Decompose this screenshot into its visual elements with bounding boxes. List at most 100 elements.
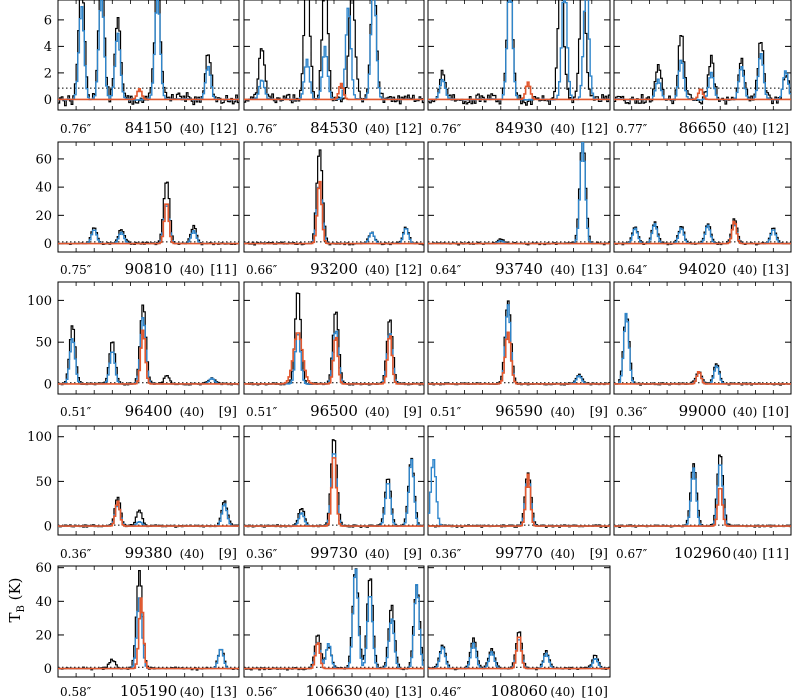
frequency-label: 99770: [495, 544, 543, 562]
observed-spectrum: [58, 181, 239, 246]
panel-frame: [427, 141, 611, 253]
count-label: [9]: [590, 547, 608, 562]
width-label: (40): [550, 547, 575, 561]
model-species-spectrum: [58, 329, 239, 385]
spectrum-panel-102960: [613, 425, 792, 536]
resolution-label: 0.77″: [616, 122, 648, 136]
observed-spectrum: [428, 472, 610, 528]
observed-spectrum: [58, 569, 239, 671]
y-axis-label: TB (K): [6, 577, 27, 622]
model-species-spectrum: [58, 597, 239, 670]
y-tick-label: 40: [35, 181, 52, 196]
spectrum-panel-86650: [613, 0, 792, 111]
spectrum-panel-106630: [243, 565, 425, 678]
model-total-spectrum: [58, 316, 239, 385]
count-label: [9]: [219, 547, 237, 562]
frequency-label: 108060: [490, 682, 547, 699]
panel-frame: [427, 565, 611, 678]
model-species-spectrum: [614, 88, 791, 101]
model-species-spectrum: [58, 88, 239, 101]
observed-spectrum: [244, 149, 424, 246]
width-label: (40): [180, 405, 205, 419]
count-label: [12]: [395, 263, 422, 278]
frequency-label: 93200: [310, 260, 358, 278]
frequency-label: 102960: [674, 544, 731, 562]
panel-frame: [243, 425, 425, 536]
resolution-label: 0.36″: [60, 547, 92, 561]
resolution-label: 0.76″: [430, 122, 462, 136]
model-species-spectrum: [614, 487, 791, 527]
y-tick-label: 0: [44, 377, 52, 392]
width-label: (40): [365, 685, 390, 699]
resolution-label: 0.76″: [60, 122, 92, 136]
spectrum-panel-96400: [57, 281, 240, 395]
model-total-spectrum: [428, 639, 610, 670]
model-species-spectrum: [244, 180, 424, 245]
spectrum-panel-99730: [243, 425, 425, 536]
observed-spectrum: [58, 496, 239, 528]
frequency-label: 99380: [125, 544, 173, 562]
observed-spectrum: [614, 313, 791, 386]
observed-spectrum: [614, 454, 791, 528]
y-tick-label: 40: [35, 595, 52, 610]
observed-spectrum: [244, 439, 424, 528]
spectrum-panel-96500: [243, 281, 425, 395]
y-tick-label: 60: [35, 152, 52, 167]
y-tick-label: 0: [44, 662, 52, 677]
resolution-label: 0.36″: [616, 405, 648, 419]
resolution-label: 0.46″: [430, 685, 462, 699]
resolution-label: 0.75″: [60, 263, 92, 277]
panel-frame: [243, 0, 425, 111]
observed-spectrum: [428, 300, 610, 386]
y-tick-label: 50: [35, 336, 52, 351]
model-species-spectrum: [58, 500, 239, 527]
model-species-spectrum: [58, 203, 239, 245]
y-tick-label: 50: [35, 475, 52, 490]
frequency-label: 96400: [125, 402, 173, 420]
y-tick-label: 4: [44, 40, 52, 55]
panel-frame: [243, 565, 425, 678]
count-label: [13]: [581, 263, 608, 278]
frequency-label: 105190: [120, 682, 177, 699]
frequency-label: 106630: [305, 682, 362, 699]
observed-spectrum: [58, 0, 239, 107]
y-tick-label: 20: [35, 209, 52, 224]
model-total-spectrum: [428, 458, 610, 527]
frequency-label: 93740: [495, 260, 543, 278]
spectrum-panel-93740: [427, 141, 611, 253]
count-label: [11]: [762, 547, 789, 562]
panel-frame: [57, 141, 240, 253]
model-species-spectrum: [244, 457, 424, 527]
spectrum-panel-84530: [243, 0, 425, 111]
model-species-spectrum: [428, 81, 610, 101]
frequency-label: 86650: [679, 119, 727, 137]
resolution-label: 0.56″: [246, 685, 278, 699]
width-label: (40): [733, 122, 758, 136]
resolution-label: 0.58″: [60, 685, 92, 699]
model-total-spectrum: [614, 464, 791, 527]
frequency-label: 84930: [495, 119, 543, 137]
panel-frame: [57, 425, 240, 536]
width-label: (40): [365, 263, 390, 277]
resolution-label: 0.64″: [616, 263, 648, 277]
model-total-spectrum: [244, 181, 424, 245]
frequency-label: 96500: [310, 402, 358, 420]
observed-spectrum: [428, 0, 610, 106]
model-species-spectrum: [428, 636, 610, 670]
width-label: (40): [733, 547, 758, 561]
y-tick-label: 0: [44, 520, 52, 535]
spectrum-panel-94020: [613, 141, 792, 253]
count-label: [9]: [404, 547, 422, 562]
y-tick-label: 6: [44, 13, 52, 28]
width-label: (40): [733, 405, 758, 419]
model-total-spectrum: [428, 304, 610, 385]
y-tick-label: 100: [27, 430, 52, 445]
model-total-spectrum: [58, 503, 239, 527]
y-tick-label: 100: [27, 294, 52, 309]
model-total-spectrum: [58, 205, 239, 245]
count-label: [9]: [404, 405, 422, 420]
y-tick-label: 2: [44, 66, 52, 81]
spectrum-panel-108060: [427, 565, 611, 678]
panel-frame: [427, 425, 611, 536]
panel-frame: [427, 0, 611, 111]
